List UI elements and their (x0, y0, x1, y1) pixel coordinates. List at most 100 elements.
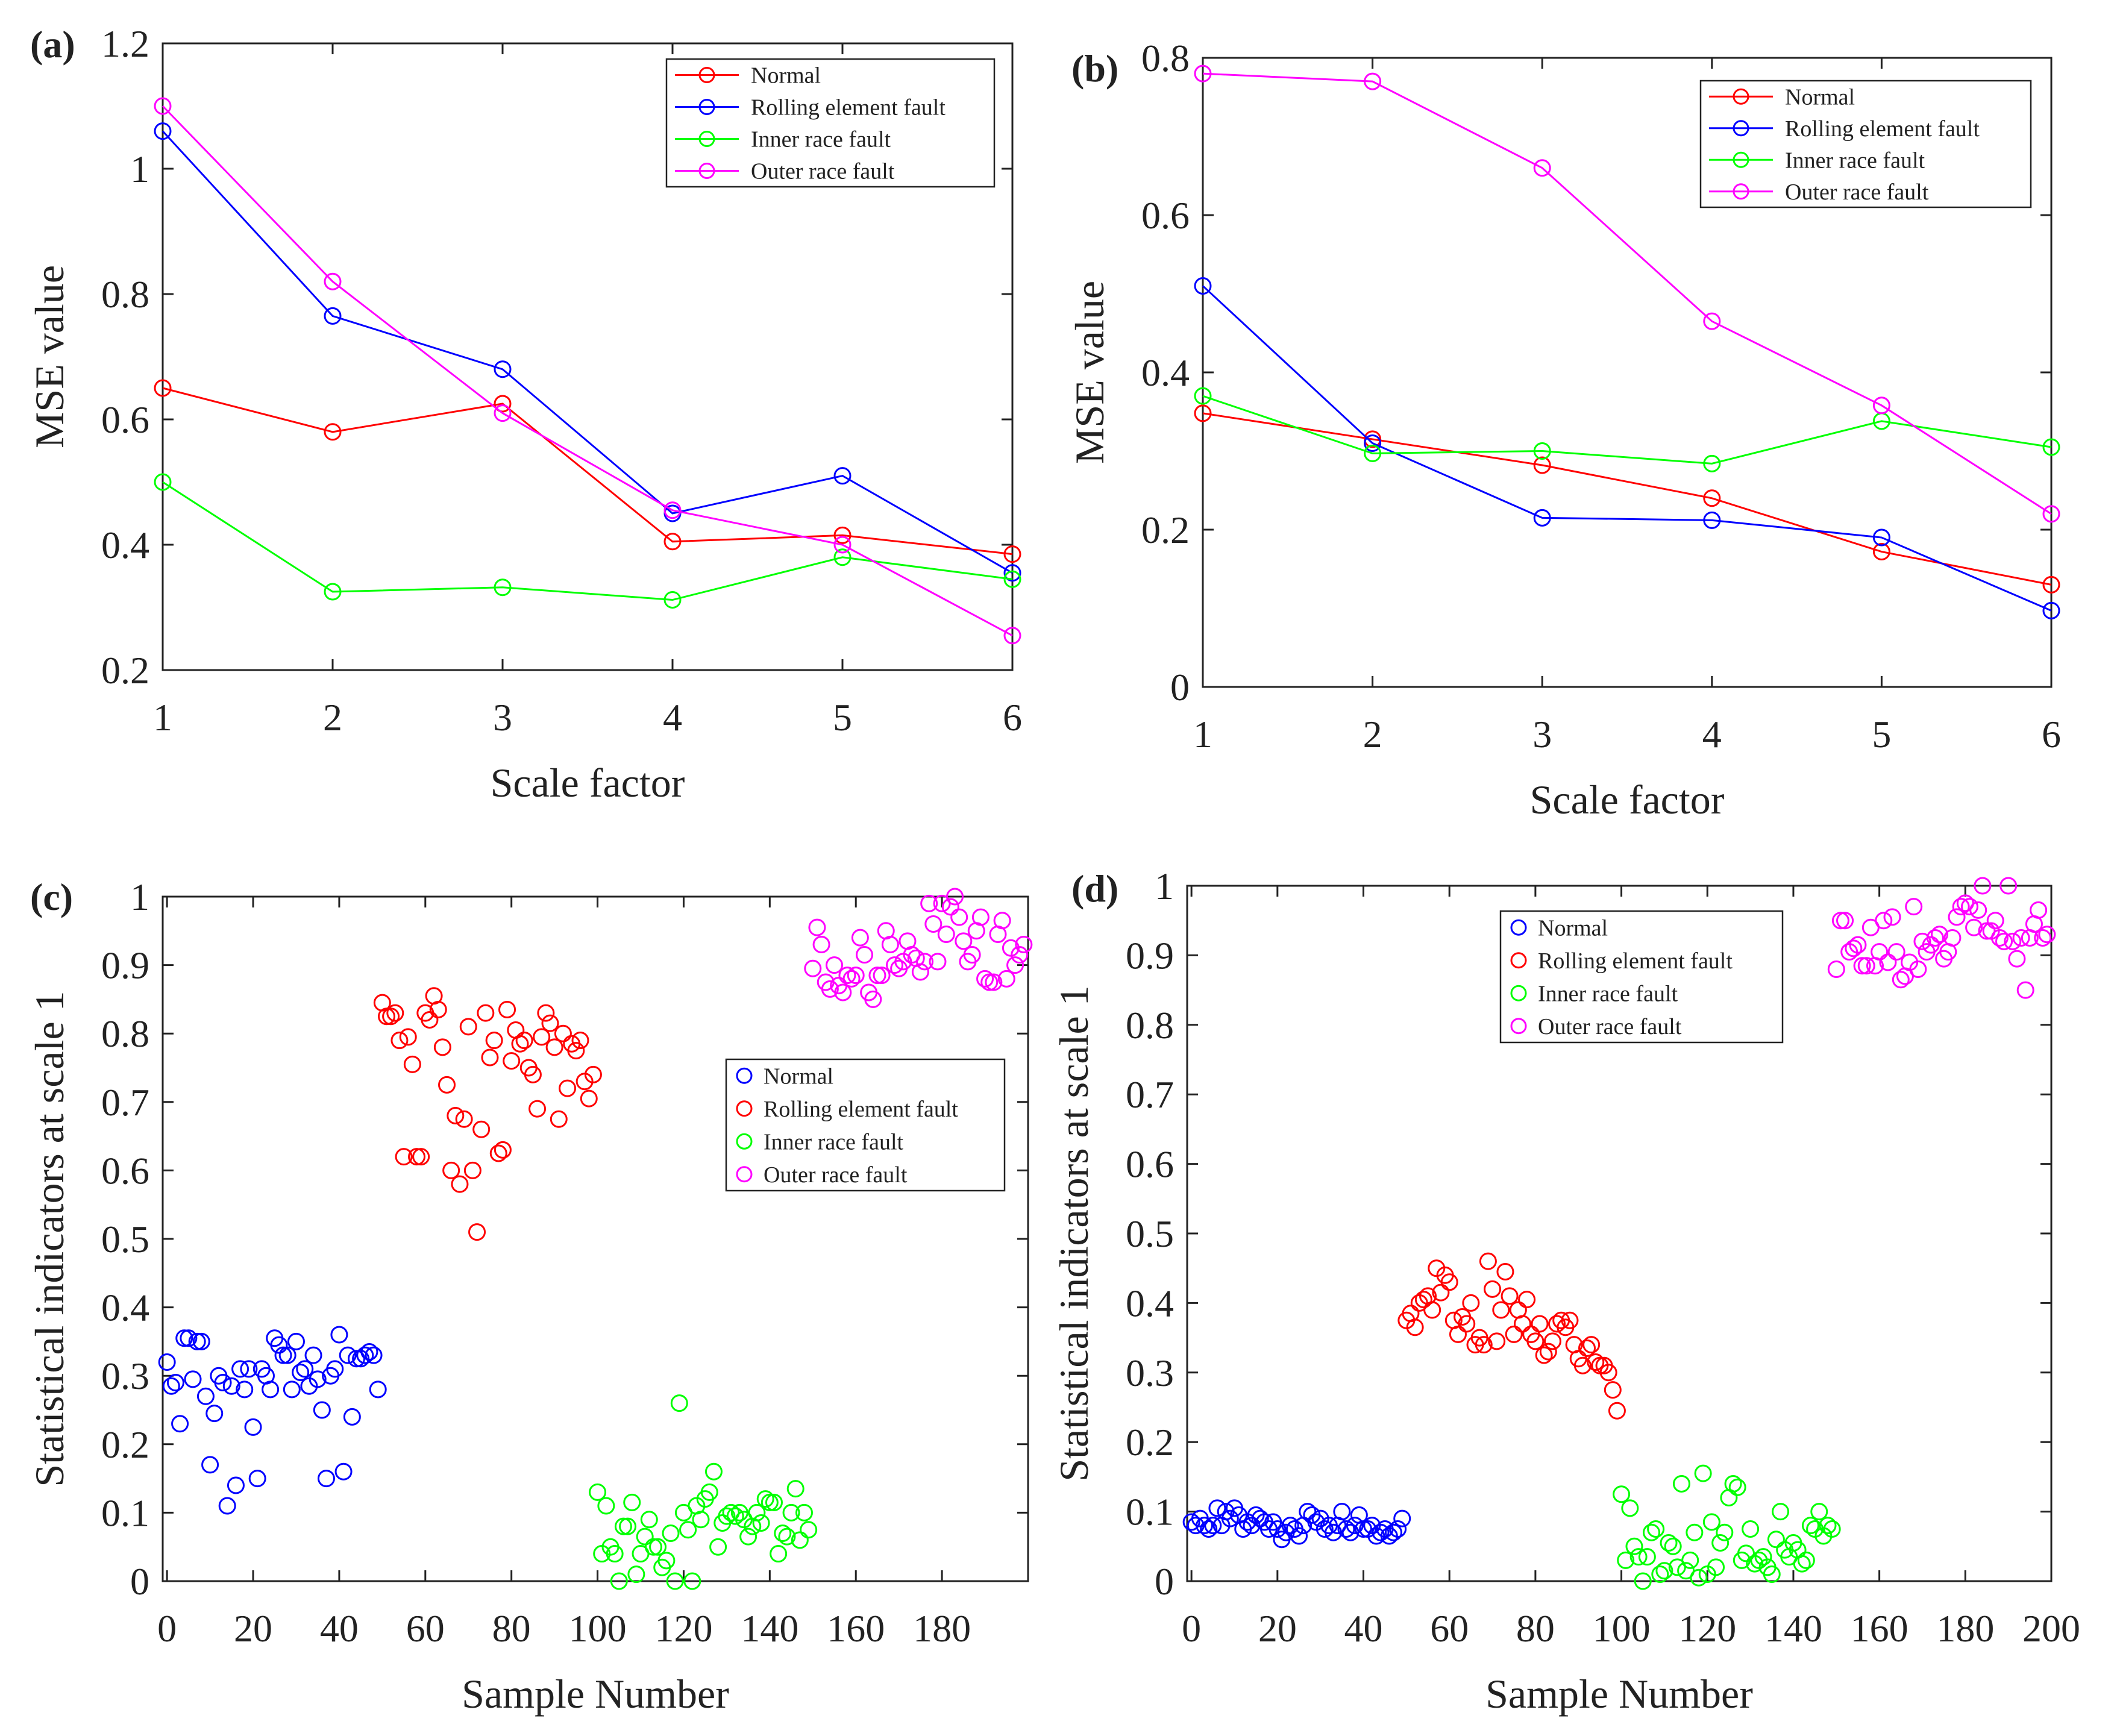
data-point (1539, 1343, 1557, 1361)
data-point (911, 963, 929, 981)
series-normal (158, 1326, 387, 1515)
data-point (184, 1370, 202, 1388)
y-tick-label: 0.9 (101, 944, 149, 987)
data-point (1831, 912, 1849, 930)
data-point (1872, 528, 1890, 547)
y-axis-label: Statistical indicators at scale 1 (1051, 985, 1097, 1481)
legend-marker (1733, 183, 1749, 200)
data-point (537, 1004, 555, 1022)
x-axis-label: Sample Number (462, 1671, 729, 1717)
data-point (1337, 1520, 1355, 1538)
data-point (1208, 1499, 1226, 1517)
data-point (663, 501, 682, 519)
data-point (756, 1490, 774, 1508)
data-point (205, 1405, 224, 1423)
data-point (459, 1018, 477, 1036)
panel-label-c: (c) (30, 876, 73, 918)
data-point (154, 122, 172, 140)
y-tick-label: 1 (130, 876, 149, 918)
data-point (399, 1028, 417, 1046)
data-point (1533, 442, 1551, 460)
legend-marker (1510, 1018, 1527, 1035)
data-point (1960, 898, 1978, 916)
data-point (718, 1507, 736, 1525)
data-point (2042, 438, 2060, 456)
y-tick-label: 0.6 (101, 1149, 149, 1192)
panel-c: (c) 0 0.1 0.2 0.3 0.4 0.5 0.6 0.7 0.8 0.9 1 0 20 40 60 8… (27, 876, 1033, 1717)
series-line (1202, 395, 2052, 465)
x-tick-label: 20 (1258, 1607, 1297, 1650)
x-tick-label: 160 (1851, 1607, 1908, 1650)
data-point (365, 1346, 383, 1364)
y-tick-label: 0.9 (1126, 934, 1174, 977)
data-point (180, 1329, 198, 1347)
data-point (1647, 1520, 1665, 1538)
legend-marker (698, 99, 715, 115)
series-normal (1194, 404, 2060, 594)
legend-marker (1733, 88, 1749, 105)
legend-marker (1733, 151, 1749, 168)
data-point (324, 307, 342, 325)
data-point (1724, 1474, 1742, 1493)
y-tick-label: 1 (130, 148, 149, 190)
data-point (623, 1493, 641, 1511)
y-axis-label: MSE value (1067, 281, 1112, 464)
data-point (833, 548, 852, 566)
data-point (1672, 1474, 1690, 1493)
x-tick-label: 40 (320, 1607, 359, 1650)
data-point (1827, 960, 1845, 978)
y-tick-label: 0.3 (101, 1355, 149, 1397)
data-point (1200, 1520, 1218, 1538)
data-point (812, 936, 830, 954)
data-point (1879, 953, 1897, 971)
x-tick-label: 0 (157, 1607, 177, 1650)
legend-marker (736, 1067, 753, 1084)
data-point (663, 533, 682, 551)
data-point (1513, 1315, 1531, 1333)
data-point (1742, 1520, 1760, 1538)
data-point (1887, 943, 1905, 961)
data-point (1496, 1262, 1514, 1280)
data-point (369, 1380, 387, 1399)
data-point (1660, 1534, 1678, 1552)
data-point (317, 1470, 335, 1488)
data-point (1346, 1517, 1364, 1535)
x-tick-label: 3 (1532, 713, 1552, 756)
data-point (274, 1346, 292, 1364)
data-point (433, 1038, 451, 1056)
x-tick-label: 160 (827, 1607, 885, 1650)
x-tick-label: 0 (1182, 1607, 1201, 1650)
data-point (1625, 1537, 1643, 1555)
data-point (640, 1511, 658, 1529)
data-point (498, 1000, 516, 1018)
data-point (985, 973, 1003, 991)
data-point (1384, 1523, 1402, 1541)
data-point (774, 1524, 792, 1542)
data-point (1845, 939, 1863, 957)
data-point (442, 1161, 460, 1179)
data-point (1703, 511, 1721, 529)
data-point (1364, 444, 1382, 462)
data-point (1003, 545, 1021, 563)
data-point (1182, 1513, 1200, 1531)
data-point (524, 1065, 542, 1083)
legend-marker (736, 1166, 753, 1183)
data-point (1003, 570, 1021, 588)
data-point (528, 1100, 547, 1118)
data-point (1872, 543, 1890, 561)
data-point (1702, 1513, 1720, 1531)
data-point (1974, 877, 1992, 895)
legend-label: Outer race fault (764, 1162, 908, 1188)
y-tick-label: 1.2 (101, 22, 149, 65)
data-point (334, 1462, 353, 1481)
data-point (511, 1035, 529, 1053)
data-point (709, 1538, 727, 1556)
data-point (980, 973, 999, 991)
x-tick-label: 180 (1936, 1607, 1994, 1650)
data-point (378, 1007, 396, 1026)
x-tick-label: 120 (1678, 1607, 1736, 1650)
data-point (1990, 929, 2009, 947)
data-point (1406, 1318, 1424, 1336)
series-line (1202, 72, 2052, 515)
data-point (1281, 1517, 1299, 1535)
